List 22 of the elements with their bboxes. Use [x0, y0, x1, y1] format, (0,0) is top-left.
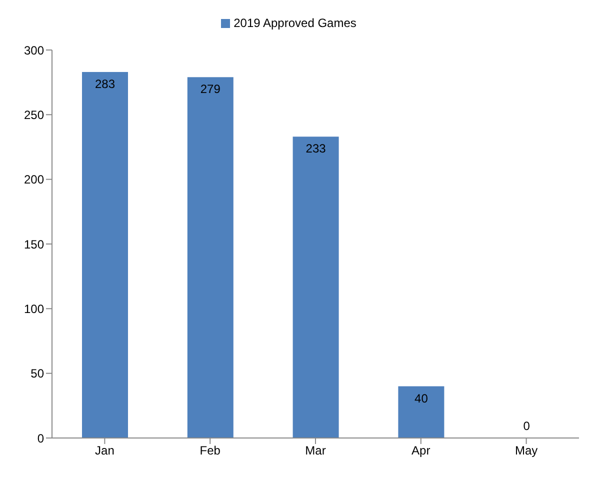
y-tick-label: 100	[24, 302, 44, 316]
y-tick-label: 250	[24, 108, 44, 122]
y-tick-label: 300	[24, 43, 44, 58]
x-tick-label: Jan	[95, 444, 114, 458]
bar	[187, 77, 234, 438]
x-tick-label: Feb	[200, 444, 221, 458]
data-label: 0	[523, 419, 530, 433]
legend-label: 2019 Approved Games	[234, 16, 356, 30]
y-tick-label: 0	[37, 431, 44, 446]
x-tick-label: May	[514, 444, 538, 458]
bar	[398, 386, 444, 438]
bar	[82, 72, 128, 438]
y-tick-label: 50	[30, 366, 44, 381]
data-label: 40	[414, 391, 428, 406]
y-tick-label: 200	[24, 172, 44, 187]
x-tick-label: Apr	[412, 444, 430, 458]
data-label: 283	[94, 76, 116, 91]
y-tick-label: 150	[24, 237, 44, 252]
bar	[292, 136, 339, 438]
x-tick-label: Mar	[305, 444, 326, 458]
data-label: 233	[306, 142, 326, 156]
data-label: 279	[200, 82, 221, 96]
